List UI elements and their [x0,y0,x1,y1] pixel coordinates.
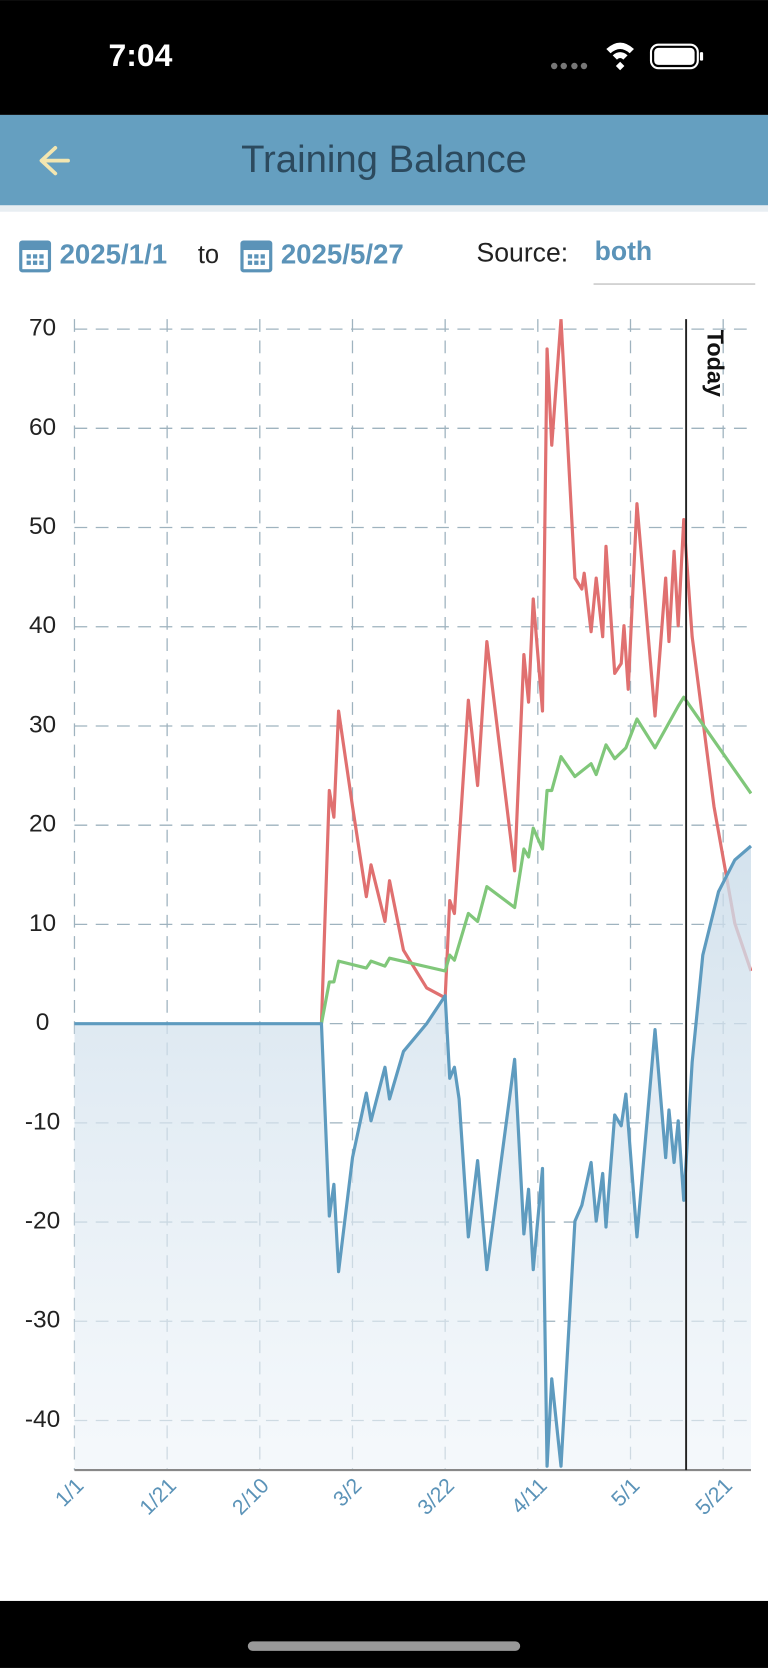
line [319,319,753,1024]
home-indicator [247,1641,521,1651]
status-icons [551,42,704,71]
x-tick-label: 3/2 [329,1473,367,1511]
status-bar [0,0,768,115]
start-date[interactable]: 2025/1/1 [60,239,168,270]
x-tick-label: 2/10 [227,1473,273,1519]
y-tick-label: 50 [29,513,56,540]
line [74,844,753,1468]
end-date-picker[interactable]: 2025/5/27 [240,239,404,273]
y-tick-label: -20 [25,1208,60,1235]
line [319,695,753,1024]
y-tick-label: 10 [29,910,56,937]
to-label: to [198,241,219,269]
end-date[interactable]: 2025/5/27 [281,239,404,270]
start-date-picker[interactable]: 2025/1/1 [19,239,167,273]
y-tick-label: 40 [29,612,56,639]
x-tick-label: 1/1 [50,1473,88,1511]
x-tick-label: 5/1 [607,1473,645,1511]
source-select[interactable]: both [595,236,653,266]
y-tick-label: 70 [29,315,56,342]
app-bar-shadow [0,205,768,212]
x-tick-label: 4/11 [507,1473,552,1518]
bottom-bar [0,1600,768,1668]
x-tick-label: 5/21 [691,1473,737,1519]
chart: 70 60 50 40 30 20 10 0 -10 -20 -30 -40 1/1 1/21 2/10 3/… [25,315,753,1520]
source-label: Source: [477,237,569,267]
plot-area [74,319,753,1471]
y-tick-label: 0 [36,1009,50,1036]
y-tick-label: -40 [25,1406,60,1433]
app-bar [0,114,768,206]
x-tick-label: 3/22 [413,1473,459,1519]
back-button[interactable] [39,146,70,176]
y-tick-label: 60 [29,414,56,441]
y-tick-label: -10 [25,1108,60,1135]
today-label: Today [703,330,729,397]
area [74,846,751,1471]
x-tick-label: 1/21 [135,1473,181,1519]
y-tick-label: 20 [29,811,56,838]
page-title: Training Balance [241,138,527,181]
clock: 7:04 [108,37,172,73]
y-tick-label: 30 [29,711,56,738]
y-tick-label: -30 [25,1307,60,1334]
